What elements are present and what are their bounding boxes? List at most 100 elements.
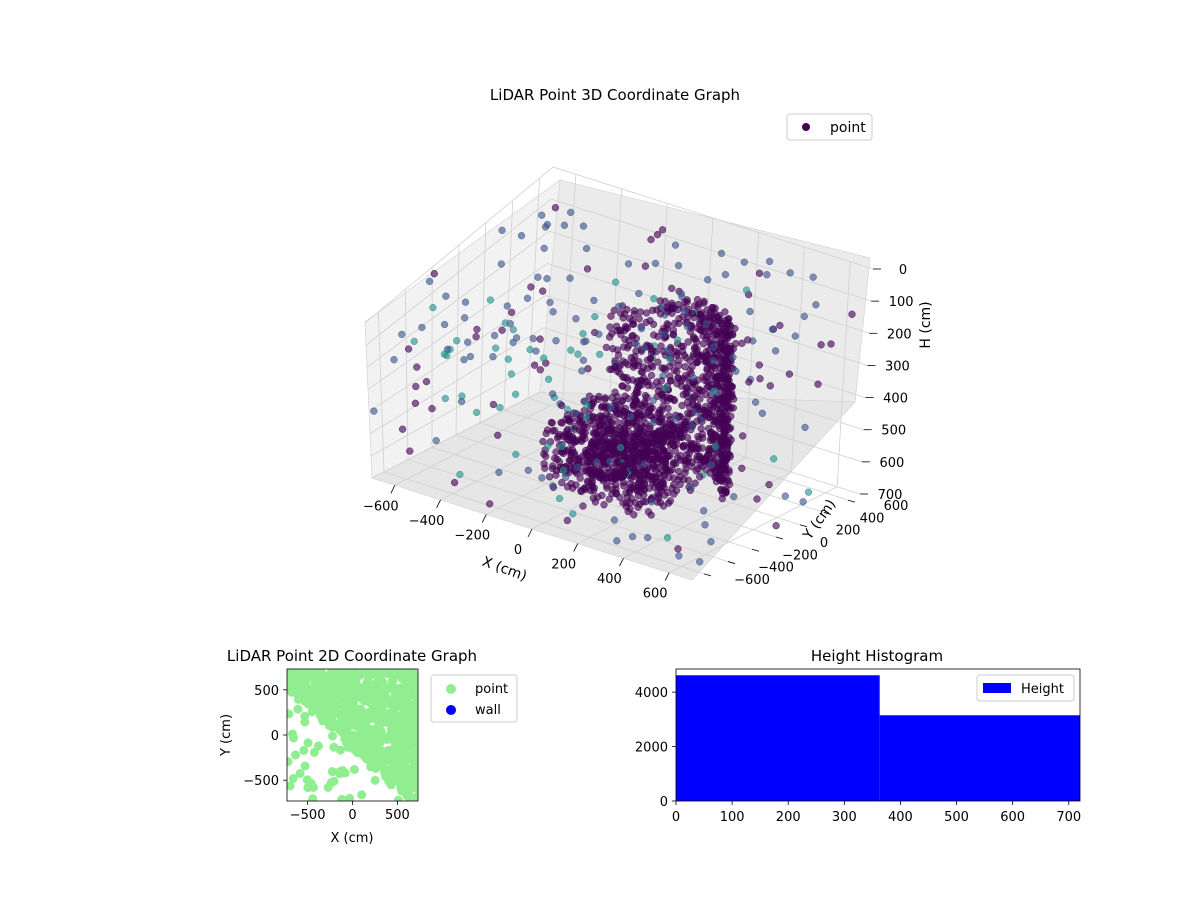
point-3d bbox=[676, 421, 684, 429]
x-tick-3d bbox=[481, 514, 487, 523]
point-3d bbox=[738, 464, 746, 472]
point-3d bbox=[710, 343, 718, 351]
z-axis-label-3d: H (cm) bbox=[918, 301, 934, 348]
point-3d bbox=[643, 356, 652, 364]
point-3d bbox=[644, 533, 652, 542]
point-2d bbox=[300, 761, 310, 771]
point-3d bbox=[572, 315, 580, 323]
point-3d bbox=[461, 298, 470, 306]
point-3d bbox=[812, 301, 820, 309]
point-3d bbox=[606, 457, 614, 466]
point-3d bbox=[554, 432, 562, 440]
x-tick-label-3d: 0 bbox=[514, 543, 522, 558]
point-2d bbox=[393, 721, 403, 731]
point-3d bbox=[538, 211, 546, 219]
point-3d bbox=[689, 350, 697, 359]
point-2d bbox=[323, 685, 333, 695]
point-3d bbox=[529, 334, 537, 343]
point-3d bbox=[641, 498, 650, 506]
grid-line-z bbox=[364, 166, 874, 324]
point-3d bbox=[473, 325, 481, 334]
point-3d bbox=[688, 422, 696, 431]
point-3d bbox=[398, 425, 407, 433]
x-tick-label-3d: −600 bbox=[363, 499, 399, 514]
point-3d bbox=[639, 411, 648, 419]
point-2d bbox=[351, 669, 361, 677]
point-2d bbox=[386, 780, 396, 790]
point-3d bbox=[607, 403, 615, 411]
ticks-histogram: 0 100 200 300 400 500 600 700 0 2000 4000 bbox=[635, 686, 1081, 825]
point-3d bbox=[740, 258, 748, 266]
y-tick-label-2d: −500 bbox=[243, 774, 279, 789]
point-3d bbox=[710, 420, 718, 428]
point-2d bbox=[412, 672, 418, 682]
point-3d bbox=[721, 357, 730, 365]
point-3d bbox=[492, 344, 500, 352]
x-tick-label-3d: 400 bbox=[597, 572, 622, 587]
point-3d bbox=[582, 413, 590, 421]
point-2d bbox=[367, 697, 377, 707]
point-3d bbox=[671, 319, 679, 327]
point-3d bbox=[611, 388, 619, 396]
legend-histogram-frame bbox=[976, 674, 1075, 702]
x-tick-label-3d: −400 bbox=[409, 514, 445, 529]
point-3d bbox=[509, 325, 517, 334]
point-3d bbox=[574, 350, 582, 358]
point-3d bbox=[696, 473, 704, 481]
point-3d bbox=[539, 437, 547, 446]
point-3d bbox=[583, 401, 591, 409]
point-2d bbox=[410, 761, 418, 771]
point-3d bbox=[441, 394, 449, 403]
point-3d bbox=[589, 420, 597, 428]
point-3d bbox=[558, 419, 566, 427]
point-3d bbox=[695, 435, 703, 443]
point-2d bbox=[335, 697, 345, 707]
points-3d bbox=[370, 204, 856, 566]
chart-3d-title: LiDAR Point 3D Coordinate Graph bbox=[490, 86, 740, 104]
point-3d bbox=[697, 425, 705, 433]
point-3d bbox=[685, 440, 694, 448]
point-3d bbox=[579, 356, 588, 364]
point-3d bbox=[428, 404, 436, 413]
point-2d bbox=[340, 704, 350, 714]
point-3d bbox=[566, 417, 574, 426]
point-3d bbox=[616, 443, 625, 452]
point-3d bbox=[800, 312, 808, 321]
point-3d bbox=[562, 473, 570, 481]
point-2d bbox=[373, 713, 383, 722]
point-3d bbox=[580, 338, 588, 346]
point-3d bbox=[633, 448, 641, 457]
chart-histogram: Height Histogram 0 100 200 300 400 500 600 7000… bbox=[635, 647, 1081, 825]
point-3d bbox=[432, 436, 440, 445]
point-3d bbox=[466, 352, 475, 361]
x-tick-label-histogram: 500 bbox=[944, 810, 969, 825]
point-3d bbox=[758, 409, 767, 417]
y-tick-label-3d: −200 bbox=[782, 548, 818, 563]
point-3d bbox=[605, 333, 614, 341]
points-2d bbox=[287, 669, 418, 801]
point-3d bbox=[637, 483, 646, 492]
point-2d bbox=[357, 708, 367, 718]
point-2d bbox=[340, 674, 350, 684]
point-3d bbox=[719, 346, 728, 354]
point-3d bbox=[549, 308, 557, 316]
point-3d bbox=[720, 455, 728, 463]
point-3d bbox=[442, 292, 450, 300]
point-3d bbox=[548, 464, 557, 473]
point-3d bbox=[624, 260, 633, 268]
x-tick-3d bbox=[436, 499, 441, 509]
point-3d bbox=[654, 489, 662, 498]
point-3d bbox=[707, 461, 715, 469]
point-3d bbox=[640, 470, 648, 478]
y-tick-3d bbox=[847, 499, 856, 503]
z-tick-label-3d: 300 bbox=[885, 359, 910, 374]
y-tick-3d bbox=[775, 536, 784, 540]
point-3d bbox=[684, 409, 692, 417]
point-3d bbox=[664, 447, 672, 455]
y-tick-label-3d: −600 bbox=[734, 573, 770, 588]
point-3d bbox=[596, 350, 604, 359]
grid-line-z bbox=[367, 262, 868, 390]
point-3d bbox=[719, 424, 727, 432]
x-tick-label-3d: −200 bbox=[454, 528, 490, 543]
point-3d bbox=[605, 495, 613, 503]
